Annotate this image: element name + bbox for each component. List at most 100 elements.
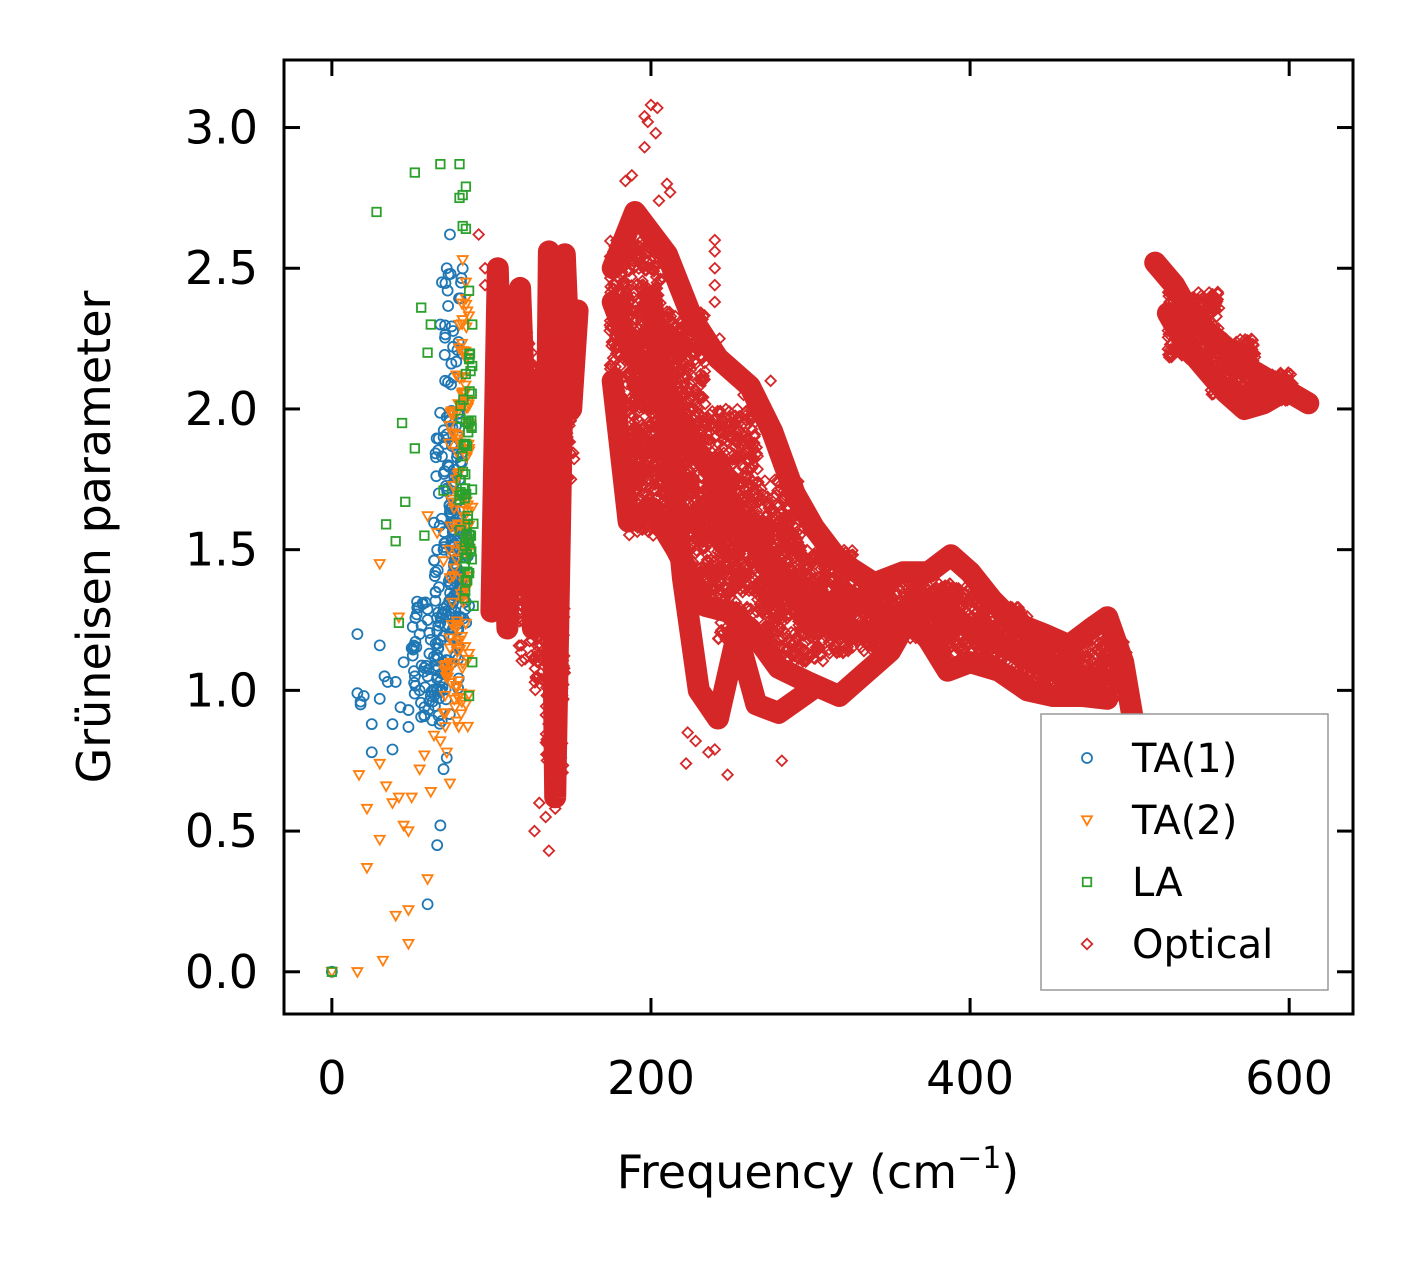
optical-point [497,338,512,352]
optical-point [532,365,546,379]
series-LA [326,158,479,977]
ta-1-point [434,819,447,832]
la-point [460,223,472,234]
la-point [457,220,468,232]
optical-point [505,592,519,606]
optical-point [513,520,527,534]
ta-2-point [444,662,458,674]
optical-point [506,377,520,391]
ta-2-point [421,874,435,886]
optical-point [516,614,530,628]
optical-point [497,531,511,545]
ta-2-point [450,621,464,634]
optical-point [485,502,499,516]
ta-1-point [413,684,426,697]
ta-2-point [430,528,444,540]
ta-1-point [435,512,448,525]
ta-2-point [442,438,456,451]
ta-2-point [449,546,463,559]
la-point [463,285,475,296]
la-point [460,469,471,480]
ta-1-point [444,228,456,241]
ta-2-point [461,500,475,512]
ta-2-point [439,659,453,672]
optical-point [496,493,510,507]
optical-point [488,425,502,439]
optical-point [535,404,549,418]
optical-point [528,573,542,587]
optical-point [485,470,499,484]
la-point [460,575,472,586]
optical-point [512,639,526,653]
optical-point [515,413,530,427]
optical-point [521,545,535,559]
ta-1-point [437,543,450,556]
optical-point [534,398,548,412]
ta-1-point [440,262,453,275]
optical-point [503,360,517,374]
ta-1-point [421,670,434,683]
ta-2-point [446,571,460,583]
optical-point [515,387,529,401]
ta-2-point [373,559,387,571]
ta-2-point [389,910,403,923]
optical-point [514,638,528,652]
optical-point [521,372,535,386]
ta-1-point [442,459,455,472]
ta-2-point [437,708,451,720]
optical-point [500,385,514,399]
ta-2-point [462,648,476,661]
ta-2-point [460,306,474,319]
ta-2-point [455,298,469,311]
ta-2-point [401,826,416,838]
ta-1-point [405,642,418,655]
ta-2-point [450,407,465,419]
ta-2-point [451,430,465,442]
optical-point [505,370,519,384]
optical-point [485,582,499,596]
la-point [455,486,466,498]
la-point [425,319,436,330]
la-point [458,439,469,451]
la-point [455,400,466,411]
ta-2-point [452,319,467,332]
la-point [467,657,478,668]
ta-2-point [442,544,456,557]
ta-1-point [437,763,450,776]
la-point [466,388,477,399]
optical-point [500,509,514,523]
optical-point [517,471,531,485]
ta-1-point [365,746,378,759]
plot-area [325,98,1320,979]
la-point [467,319,478,330]
ta-1-point [431,543,444,556]
ta-1-point [411,601,424,614]
optical-point [498,451,512,465]
optical-point [529,390,543,404]
optical-point [491,355,505,369]
la-point [457,489,468,500]
ta-2-point [465,502,479,515]
la-point [460,181,472,192]
la-point [409,167,420,178]
optical-point [518,449,532,463]
ta-1-point [437,431,450,443]
optical-point [519,514,533,528]
ta-1-point [434,616,447,629]
ta-2-point [433,736,447,748]
ta-1-point [373,639,386,652]
ta-2-point [417,750,431,762]
ta-2-point [456,658,470,671]
ta-1-point [438,348,451,361]
optical-point [506,483,520,497]
ta-1-point [429,447,442,460]
ta-1-point [455,276,467,289]
optical-point [525,406,540,420]
ta-2-point [443,778,457,791]
ta-1-point [430,451,442,464]
ta-1-point [442,300,455,312]
optical-point [514,597,528,611]
optical-point [524,649,538,663]
ta-1-point [357,690,370,702]
